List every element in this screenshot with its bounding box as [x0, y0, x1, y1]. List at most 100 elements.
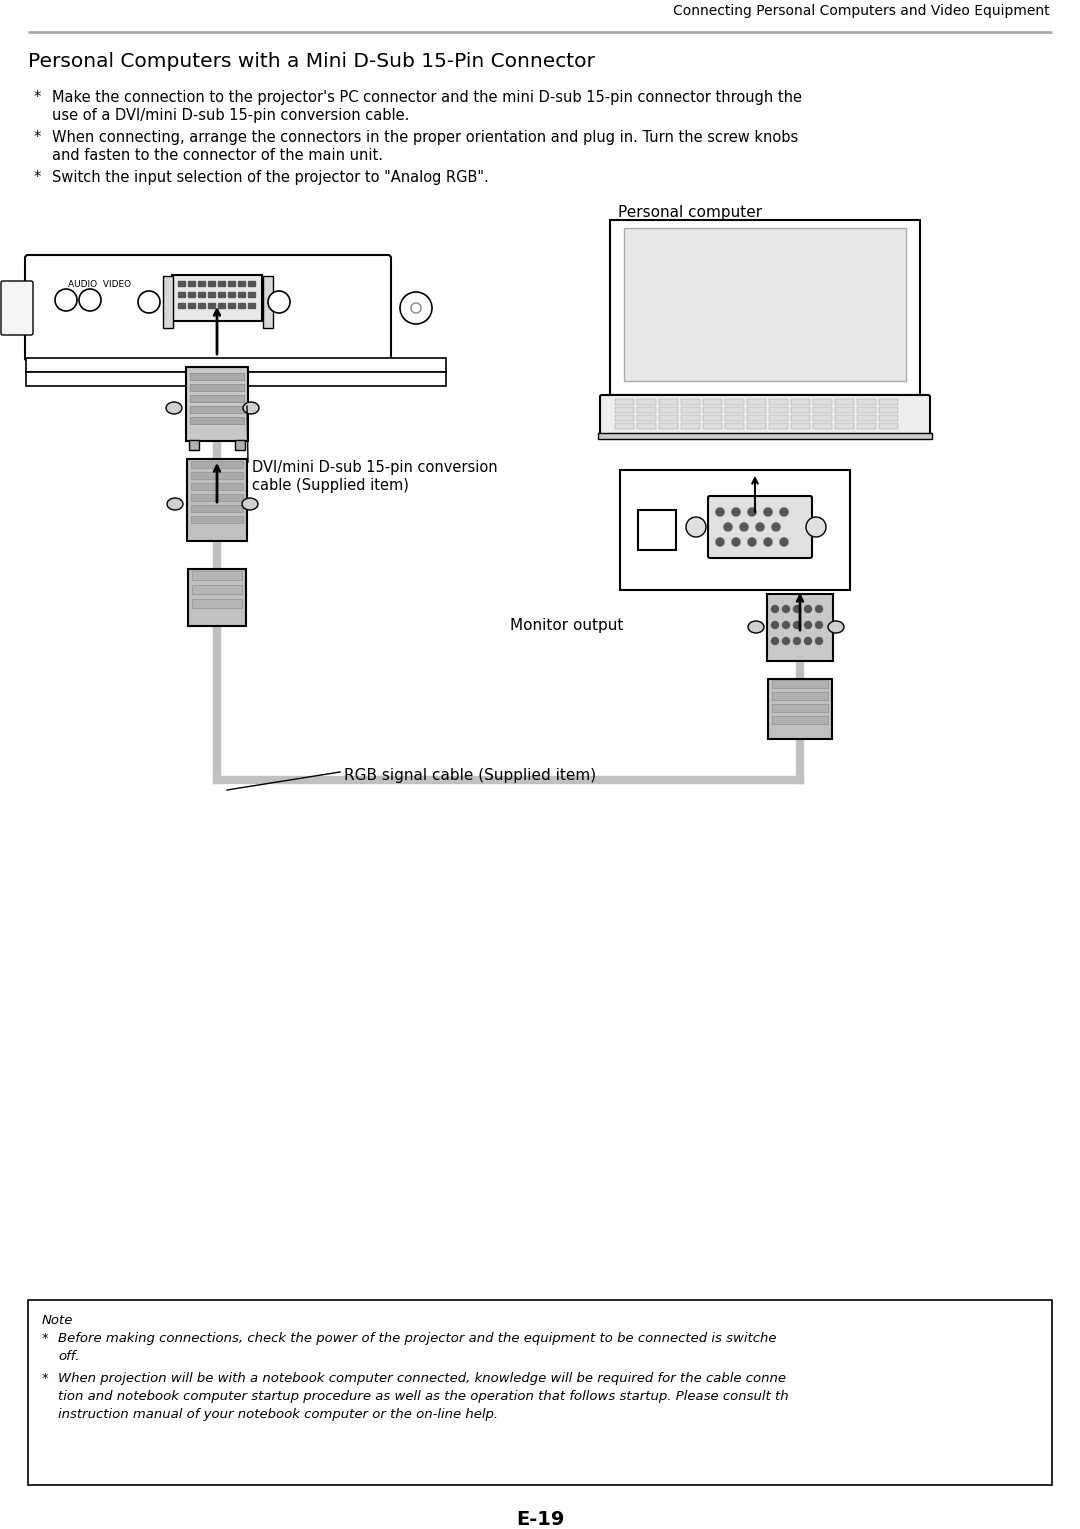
Bar — [791, 414, 810, 420]
Ellipse shape — [167, 498, 183, 511]
Text: AUDIO  VIDEO: AUDIO VIDEO — [68, 280, 132, 289]
Bar — [178, 281, 185, 286]
Bar — [248, 303, 255, 307]
Ellipse shape — [748, 621, 764, 633]
Bar — [218, 281, 225, 286]
Bar — [769, 399, 788, 405]
Circle shape — [794, 638, 800, 645]
FancyBboxPatch shape — [767, 593, 833, 661]
Ellipse shape — [828, 621, 843, 633]
Bar — [191, 483, 243, 489]
Bar — [228, 292, 235, 297]
Text: Connecting Personal Computers and Video Equipment: Connecting Personal Computers and Video … — [673, 5, 1050, 18]
Bar — [681, 399, 700, 405]
Bar — [235, 440, 245, 450]
Text: *: * — [42, 1372, 49, 1385]
Bar — [659, 399, 678, 405]
Bar — [190, 417, 244, 424]
Bar — [218, 292, 225, 297]
Bar — [791, 399, 810, 405]
Text: Make the connection to the projector's PC connector and the mini D-sub 15-pin co: Make the connection to the projector's P… — [52, 90, 802, 106]
Circle shape — [724, 523, 732, 531]
Bar — [624, 228, 906, 381]
Bar — [228, 281, 235, 286]
Bar — [769, 424, 788, 430]
Bar — [637, 414, 656, 420]
Bar — [178, 303, 185, 307]
Circle shape — [764, 538, 772, 546]
Bar — [813, 399, 832, 405]
Bar — [189, 440, 199, 450]
Circle shape — [748, 508, 756, 515]
Text: Personal Computers with a Mini D-Sub 15-Pin Connector: Personal Computers with a Mini D-Sub 15-… — [28, 52, 595, 70]
Circle shape — [783, 638, 789, 645]
Bar — [879, 399, 897, 405]
Bar — [615, 407, 634, 413]
Bar — [879, 414, 897, 420]
Bar — [238, 303, 245, 307]
Bar — [598, 433, 932, 439]
Bar — [190, 373, 244, 381]
Bar — [725, 414, 744, 420]
Bar — [190, 407, 244, 413]
Bar — [791, 424, 810, 430]
Bar — [747, 407, 766, 413]
Bar — [747, 399, 766, 405]
Bar — [248, 281, 255, 286]
Bar — [198, 303, 205, 307]
Circle shape — [794, 605, 800, 613]
Bar — [28, 1300, 1052, 1485]
Circle shape — [806, 517, 826, 537]
Bar — [208, 292, 215, 297]
Text: DVI/mini D-sub 15-pin conversion: DVI/mini D-sub 15-pin conversion — [252, 460, 498, 476]
Bar — [188, 292, 195, 297]
Circle shape — [772, 523, 780, 531]
Text: and fasten to the connector of the main unit.: and fasten to the connector of the main … — [52, 148, 383, 164]
Circle shape — [400, 292, 432, 324]
Text: tion and notebook computer startup procedure as well as the operation that follo: tion and notebook computer startup proce… — [58, 1390, 788, 1404]
Bar — [813, 414, 832, 420]
FancyBboxPatch shape — [1, 281, 33, 335]
Bar — [637, 424, 656, 430]
Circle shape — [716, 508, 724, 515]
Bar — [163, 277, 173, 329]
Bar — [703, 407, 723, 413]
Bar — [188, 303, 195, 307]
Circle shape — [805, 638, 811, 645]
Bar — [190, 394, 244, 402]
Bar — [703, 399, 723, 405]
Bar — [772, 703, 828, 713]
Circle shape — [716, 538, 724, 546]
Bar — [637, 407, 656, 413]
Text: instruction manual of your notebook computer or the on-line help.: instruction manual of your notebook comp… — [58, 1408, 498, 1420]
Circle shape — [268, 291, 291, 313]
Bar — [858, 414, 876, 420]
Bar — [26, 372, 446, 385]
Bar — [835, 407, 854, 413]
Text: Monitor output: Monitor output — [510, 618, 623, 633]
Bar — [191, 462, 243, 468]
Bar — [228, 303, 235, 307]
Circle shape — [756, 523, 764, 531]
Text: Note: Note — [42, 1313, 73, 1327]
Bar — [264, 277, 273, 329]
Text: *: * — [33, 170, 41, 185]
Bar — [769, 407, 788, 413]
Bar — [192, 599, 242, 609]
Text: Before making connections, check the power of the projector and the equipment to: Before making connections, check the pow… — [58, 1332, 777, 1346]
Bar — [238, 281, 245, 286]
Bar — [659, 407, 678, 413]
Bar — [858, 424, 876, 430]
Bar — [772, 680, 828, 688]
Ellipse shape — [243, 402, 259, 414]
FancyBboxPatch shape — [25, 255, 391, 361]
Bar — [620, 469, 850, 590]
Circle shape — [815, 621, 823, 628]
Bar — [610, 220, 920, 394]
Bar — [747, 414, 766, 420]
Text: cable (Supplied item): cable (Supplied item) — [252, 479, 409, 492]
Text: *: * — [42, 1332, 49, 1346]
Text: Switch the input selection of the projector to "Analog RGB".: Switch the input selection of the projec… — [52, 170, 489, 185]
Circle shape — [748, 538, 756, 546]
Bar — [238, 292, 245, 297]
